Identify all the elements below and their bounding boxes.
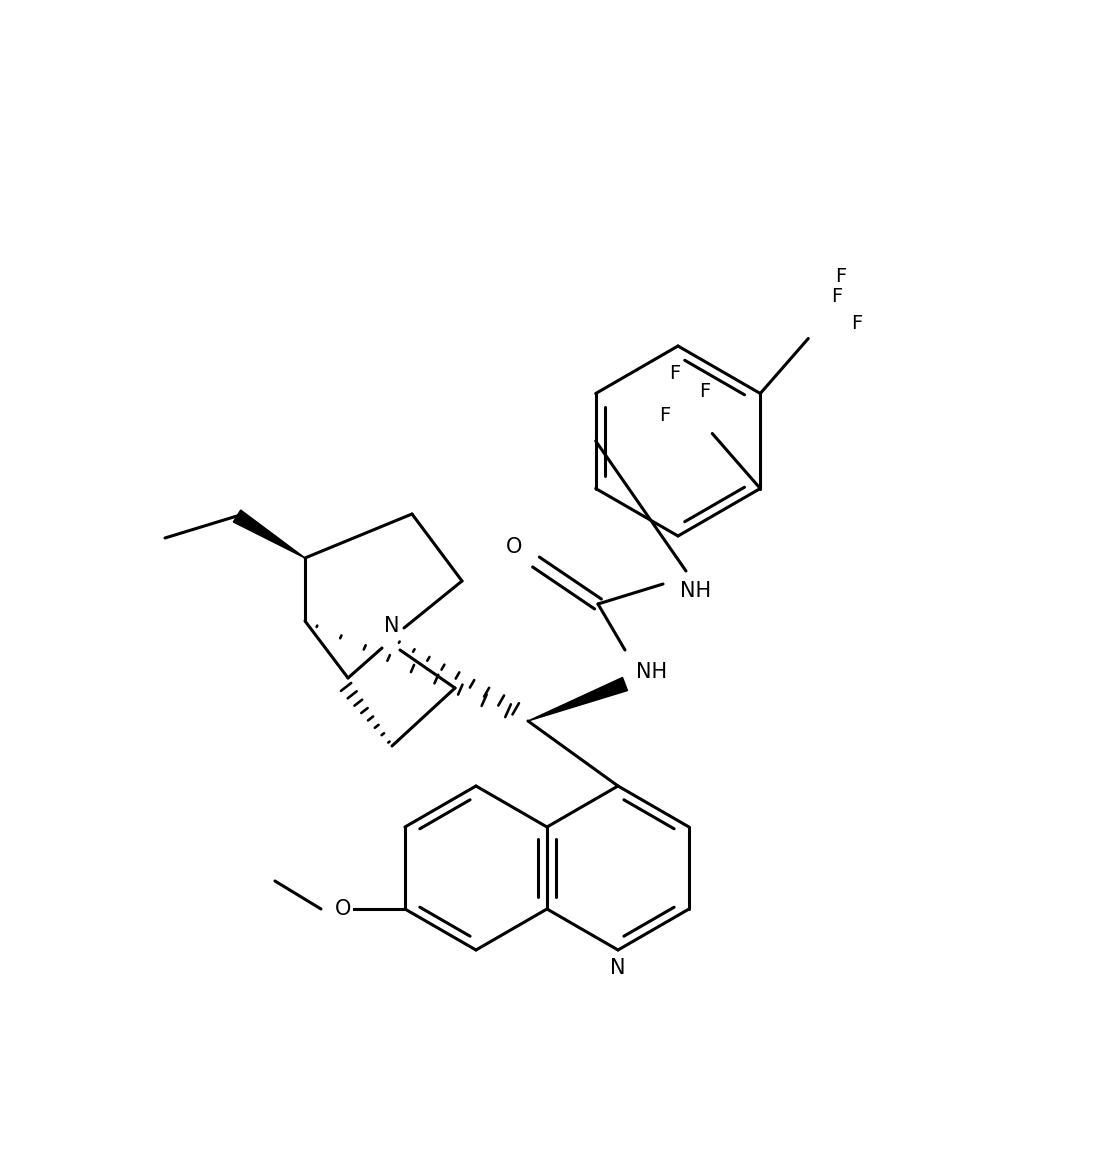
Text: N: N: [384, 616, 400, 636]
Polygon shape: [528, 677, 628, 721]
Text: F: F: [669, 365, 680, 383]
Text: O: O: [335, 898, 351, 918]
Polygon shape: [234, 510, 305, 557]
Text: NH: NH: [680, 581, 711, 601]
Text: F: F: [699, 382, 710, 401]
Text: NH: NH: [637, 662, 668, 682]
Text: N: N: [610, 958, 626, 978]
Text: F: F: [659, 406, 670, 425]
Text: O: O: [505, 537, 522, 557]
Text: F: F: [830, 287, 841, 306]
Text: F: F: [850, 314, 861, 333]
Text: F: F: [835, 267, 846, 286]
